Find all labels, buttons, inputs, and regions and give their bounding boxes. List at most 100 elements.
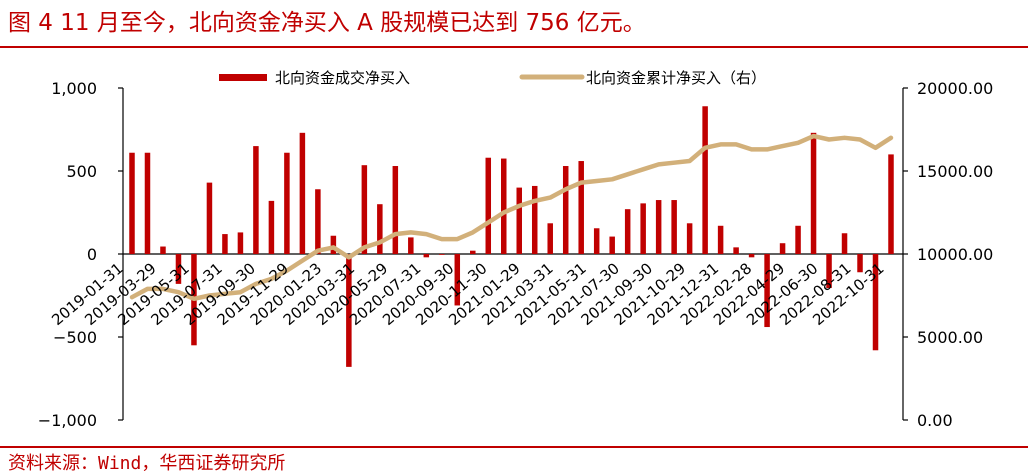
bar (671, 200, 677, 254)
line-point (363, 246, 366, 249)
bar (206, 182, 213, 254)
line-point (843, 137, 846, 139)
line-point (471, 231, 474, 234)
line-point (425, 233, 428, 235)
line-point (688, 160, 691, 162)
line-point (255, 283, 257, 285)
line-point (626, 173, 629, 176)
bar (377, 204, 383, 254)
bar (686, 223, 693, 254)
left-tick-label: −1,000 (38, 411, 97, 430)
right-tick-label: 20000.00 (917, 79, 993, 98)
line-point (719, 143, 722, 146)
left-tick-label: 500 (66, 162, 97, 181)
line-point (286, 269, 288, 272)
line-point (394, 233, 397, 235)
bar (841, 233, 848, 254)
left-tick-label: 1,000 (51, 79, 97, 98)
bar (253, 146, 259, 254)
source-note: 资料来源：Wind，华西证券研究所 (8, 453, 286, 474)
line-point (859, 138, 861, 141)
line-point (301, 259, 304, 262)
bar (485, 157, 492, 254)
line-point (208, 294, 211, 297)
bar (748, 254, 755, 258)
right-axis-ticks: 0.00 5000.00 10000.00 15000.00 20000.00 (903, 79, 993, 430)
right-tick-label: 10000.00 (917, 245, 993, 264)
line-point (162, 288, 164, 290)
line-point (781, 145, 784, 147)
line-point (533, 200, 536, 202)
bar (454, 254, 461, 306)
bar (562, 166, 569, 254)
bar (299, 132, 306, 254)
right-tick-label: 15000.00 (917, 162, 993, 181)
line-point (766, 148, 768, 151)
bar (826, 254, 832, 289)
line-point (487, 221, 490, 224)
bar (733, 247, 739, 254)
line-point (379, 241, 381, 244)
line-point (348, 256, 350, 259)
right-tick-label: 5000.00 (917, 328, 983, 347)
bar (237, 232, 244, 254)
bar (702, 106, 708, 254)
bar (175, 254, 182, 284)
cumulative-line (129, 133, 894, 302)
line-point (611, 178, 613, 181)
bar (330, 235, 337, 254)
bar (284, 152, 290, 254)
line-point (332, 246, 335, 249)
bar (144, 152, 151, 254)
line-point (657, 163, 660, 166)
line-point (735, 143, 737, 146)
legend-swatch-bar (219, 74, 267, 81)
bar (640, 203, 646, 254)
bar (315, 189, 321, 254)
line-point (410, 231, 412, 234)
bar (857, 254, 863, 273)
line-point (750, 148, 753, 151)
bar (717, 225, 724, 254)
legend-label-line: 北向资金累计净买入（右） (586, 69, 766, 87)
bar (888, 154, 894, 254)
bar (609, 236, 615, 254)
bar (764, 254, 770, 328)
line-point (518, 205, 521, 207)
line-point (812, 135, 815, 137)
line-point (549, 196, 552, 199)
line-point (673, 161, 675, 164)
legend: 北向资金成交净买入 北向资金累计净买入（右） (219, 69, 766, 87)
bar (810, 132, 817, 254)
bar (872, 254, 879, 351)
line-point (502, 211, 505, 214)
bar (624, 209, 631, 254)
bar (593, 228, 600, 254)
bar (578, 161, 584, 254)
bar-series (129, 106, 894, 367)
bar (470, 250, 476, 254)
line-point (595, 180, 598, 182)
bar (392, 166, 399, 254)
line-point (704, 146, 706, 149)
bar (361, 165, 368, 254)
legend-label-bar: 北向资金成交净买入 (275, 69, 410, 87)
line-point (146, 288, 149, 290)
bar (423, 254, 430, 258)
line-point (828, 138, 830, 141)
line-point (440, 238, 443, 240)
line-point (177, 291, 180, 293)
line-point (131, 296, 133, 298)
line-point (564, 188, 567, 191)
top-rule (0, 46, 1028, 48)
line-point (642, 168, 644, 171)
bar (531, 185, 538, 254)
line-series (129, 133, 894, 302)
bar (655, 200, 662, 254)
bar (160, 246, 166, 254)
left-axis-ticks: −1,000 −500 0 500 1,000 (38, 79, 123, 430)
line-point (797, 141, 799, 144)
figure-title: 图 4 11 月至今，北向资金净买入 A 股规模已达到 756 亿元。 (8, 10, 646, 36)
line-point (239, 291, 242, 293)
bar (516, 187, 522, 254)
